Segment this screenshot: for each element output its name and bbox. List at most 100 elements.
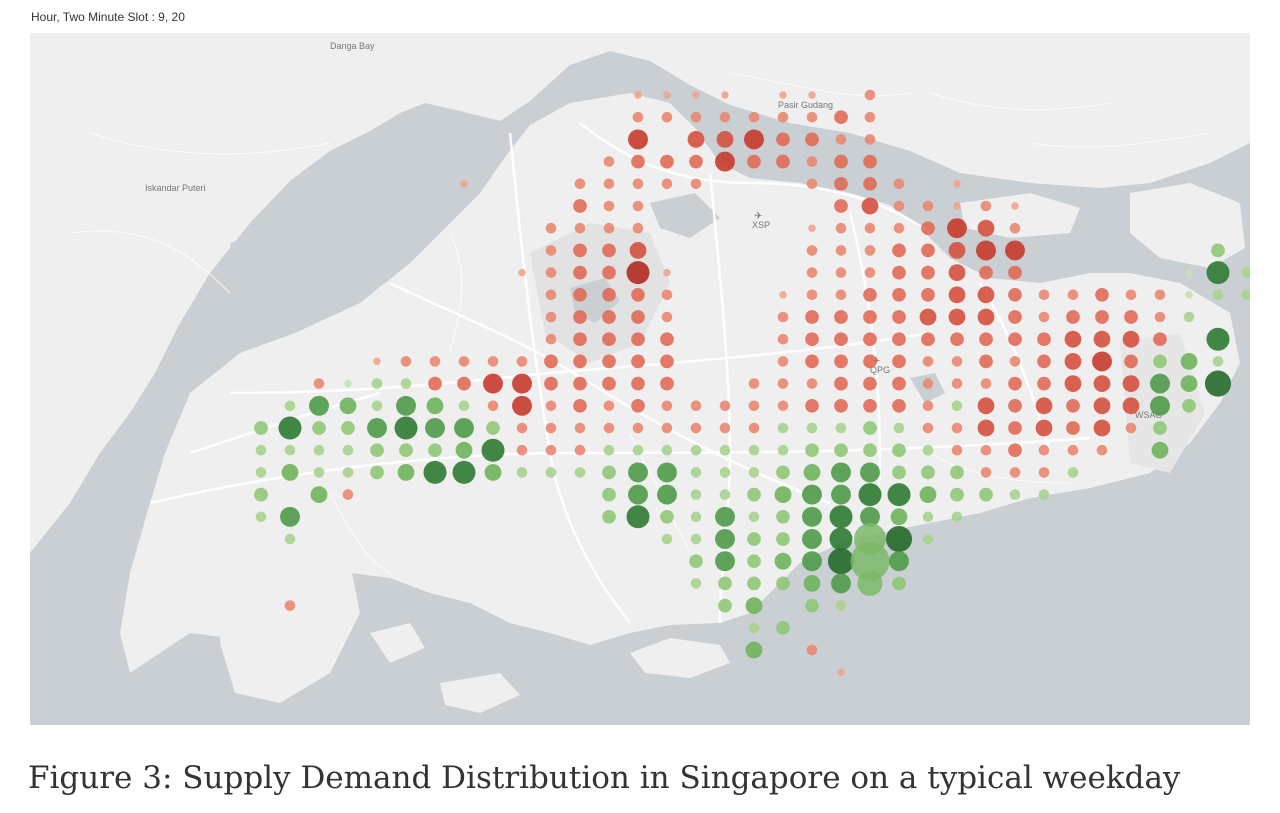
supply-bubble[interactable] <box>863 421 877 435</box>
demand-bubble[interactable] <box>806 156 818 167</box>
demand-bubble[interactable] <box>777 378 789 389</box>
demand-bubble[interactable] <box>892 310 906 324</box>
demand-bubble[interactable] <box>1092 351 1112 372</box>
demand-bubble[interactable] <box>863 332 877 347</box>
demand-bubble[interactable] <box>805 132 819 147</box>
demand-bubble[interactable] <box>631 376 645 391</box>
demand-bubble[interactable] <box>545 267 557 278</box>
demand-bubble[interactable] <box>808 91 816 99</box>
supply-bubble[interactable] <box>628 484 648 505</box>
supply-bubble[interactable] <box>829 505 853 529</box>
supply-bubble[interactable] <box>831 462 851 483</box>
demand-bubble[interactable] <box>835 289 847 301</box>
supply-bubble[interactable] <box>690 578 702 589</box>
demand-bubble[interactable] <box>977 419 995 437</box>
demand-bubble[interactable] <box>834 332 848 347</box>
demand-bubble[interactable] <box>602 354 616 369</box>
demand-bubble[interactable] <box>1011 202 1019 210</box>
supply-bubble[interactable] <box>805 443 819 458</box>
demand-bubble[interactable] <box>660 376 674 391</box>
demand-bubble[interactable] <box>921 287 935 302</box>
demand-bubble[interactable] <box>687 131 705 148</box>
supply-bubble[interactable] <box>774 552 792 570</box>
demand-bubble[interactable] <box>834 199 848 213</box>
demand-bubble[interactable] <box>1154 289 1166 301</box>
supply-bubble[interactable] <box>341 421 355 435</box>
supply-bubble[interactable] <box>1153 421 1167 435</box>
supply-bubble[interactable] <box>893 422 905 434</box>
demand-bubble[interactable] <box>892 376 906 391</box>
demand-bubble[interactable] <box>661 311 673 323</box>
demand-bubble[interactable] <box>922 400 934 412</box>
demand-bubble[interactable] <box>976 240 996 261</box>
demand-bubble[interactable] <box>1008 310 1022 324</box>
supply-bubble[interactable] <box>776 620 790 635</box>
supply-bubble[interactable] <box>979 487 993 502</box>
demand-bubble[interactable] <box>980 444 992 456</box>
demand-bubble[interactable] <box>512 373 532 394</box>
demand-bubble[interactable] <box>603 156 615 167</box>
demand-bubble[interactable] <box>603 400 615 412</box>
demand-bubble[interactable] <box>834 310 848 324</box>
supply-bubble[interactable] <box>690 511 702 523</box>
demand-bubble[interactable] <box>1064 353 1082 370</box>
supply-bubble[interactable] <box>802 529 822 549</box>
supply-bubble[interactable] <box>777 444 789 456</box>
demand-bubble[interactable] <box>806 378 818 389</box>
demand-bubble[interactable] <box>863 154 877 169</box>
supply-bubble[interactable] <box>719 489 731 500</box>
demand-bubble[interactable] <box>602 287 616 302</box>
demand-bubble[interactable] <box>948 264 966 281</box>
supply-bubble[interactable] <box>1150 373 1170 394</box>
supply-bubble[interactable] <box>835 600 847 611</box>
demand-bubble[interactable] <box>602 243 616 258</box>
demand-bubble[interactable] <box>748 378 760 389</box>
demand-bubble[interactable] <box>919 308 937 326</box>
supply-bubble[interactable] <box>802 506 822 527</box>
supply-bubble[interactable] <box>309 395 329 416</box>
demand-bubble[interactable] <box>632 222 644 234</box>
demand-bubble[interactable] <box>979 332 993 347</box>
demand-bubble[interactable] <box>806 245 818 256</box>
demand-bubble[interactable] <box>719 422 731 434</box>
demand-bubble[interactable] <box>629 242 647 259</box>
supply-bubble[interactable] <box>1185 268 1193 277</box>
demand-bubble[interactable] <box>689 154 703 169</box>
demand-bubble[interactable] <box>863 176 877 191</box>
supply-bubble[interactable] <box>400 378 412 389</box>
demand-bubble[interactable] <box>748 400 760 412</box>
demand-bubble[interactable] <box>545 422 557 434</box>
demand-bubble[interactable] <box>719 400 731 412</box>
demand-bubble[interactable] <box>748 111 760 123</box>
supply-bubble[interactable] <box>1241 267 1250 278</box>
demand-bubble[interactable] <box>632 111 644 123</box>
demand-bubble[interactable] <box>545 400 557 412</box>
demand-bubble[interactable] <box>1008 421 1022 435</box>
supply-bubble[interactable] <box>399 443 413 458</box>
supply-bubble[interactable] <box>255 444 267 456</box>
demand-bubble[interactable] <box>663 268 671 277</box>
demand-bubble[interactable] <box>631 154 645 169</box>
demand-bubble[interactable] <box>921 243 935 258</box>
supply-bubble[interactable] <box>803 575 821 592</box>
supply-bubble[interactable] <box>396 395 416 416</box>
supply-bubble[interactable] <box>834 443 848 458</box>
demand-bubble[interactable] <box>1093 419 1111 437</box>
supply-bubble[interactable] <box>829 527 853 551</box>
supply-bubble[interactable] <box>718 576 732 591</box>
demand-bubble[interactable] <box>284 600 296 611</box>
supply-bubble[interactable] <box>747 487 761 502</box>
demand-bubble[interactable] <box>573 287 587 302</box>
supply-bubble[interactable] <box>950 465 964 480</box>
demand-bubble[interactable] <box>779 91 787 99</box>
supply-bubble[interactable] <box>892 576 906 591</box>
demand-bubble[interactable] <box>1067 444 1079 456</box>
supply-bubble[interactable] <box>802 484 822 505</box>
demand-bubble[interactable] <box>1009 467 1021 478</box>
singapore-map[interactable]: Danga Bay Pasir Gudang Iskandar Puteri X… <box>30 33 1250 725</box>
demand-bubble[interactable] <box>950 332 964 347</box>
supply-bubble[interactable] <box>603 444 615 456</box>
demand-bubble[interactable] <box>516 356 528 367</box>
demand-bubble[interactable] <box>835 134 847 145</box>
demand-bubble[interactable] <box>893 178 905 190</box>
